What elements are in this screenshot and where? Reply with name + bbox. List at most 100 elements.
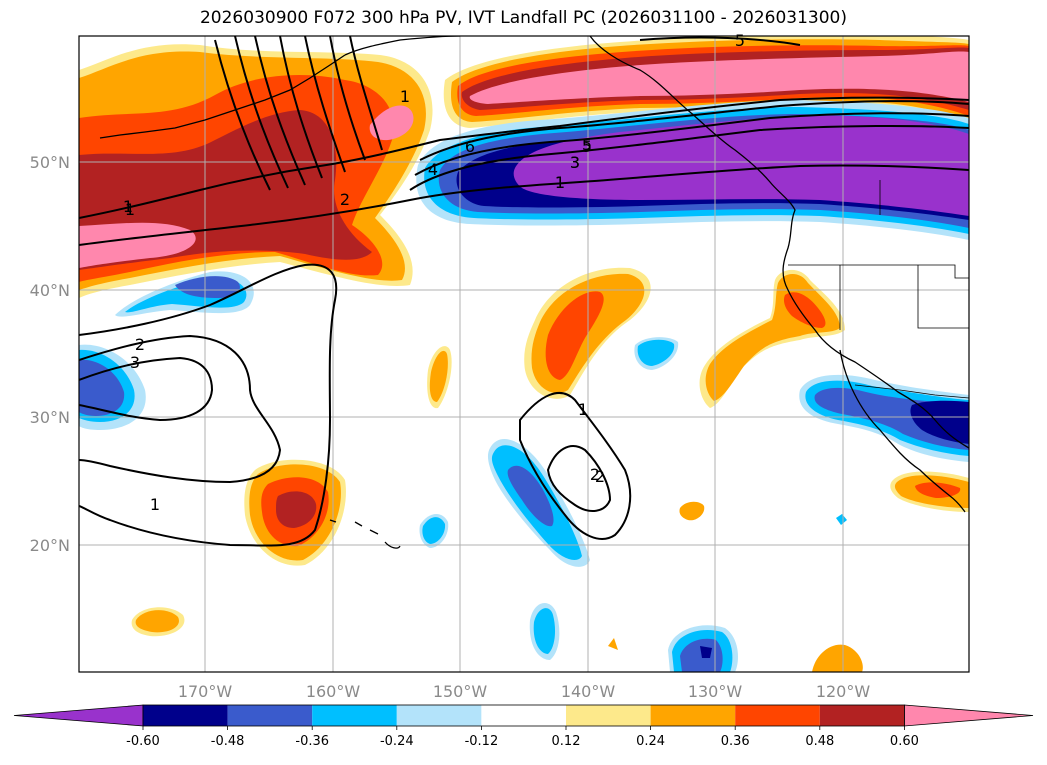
south-negative-navy [700,646,712,658]
small-positive-4-orange [608,638,618,650]
hawaii-islands [329,519,401,549]
north-band-pink [469,51,969,104]
contour-label: 1 [125,200,135,219]
colorbar-label: -0.12 [465,734,499,749]
small-negative-3-cyan [422,517,446,544]
contour-label: 1 [578,400,588,419]
us-canada-border [788,264,969,279]
lon-tick-label: 120°W [816,682,871,701]
lon-tick-label: 150°W [433,682,488,701]
contour-2-north [79,164,969,246]
contour-label: 2 [590,465,600,484]
state-borders [839,180,969,330]
tiny-negative [836,514,847,525]
contour-2-southwest [79,334,282,484]
contour-1-central [519,391,632,540]
contour-2-central [546,445,612,512]
colorbar: -0.60 -0.48 -0.36 -0.24 -0.12 0.12 0.24 0.36 0.4… [13,704,1034,749]
contour-label: 3 [570,153,580,172]
lat-tick-label: 20°N [30,536,70,555]
contour-label: 2 [135,335,145,354]
contour-label: 2 [340,190,350,209]
colorbar-extend-high [904,704,1034,727]
contour-3-southwest [79,356,214,422]
colorbar-label: -0.60 [126,734,160,749]
colorbar-segment [312,705,397,726]
contour-label: 1 [555,173,565,192]
colorbar-extend-low [13,704,144,727]
filled-anomalies [79,36,969,672]
lat-tick-label: 50°N [30,153,70,172]
contour-label: 3 [570,153,580,172]
contour-label: 5 [582,137,592,156]
longitude-labels: 170°W 160°W 150°W 140°W 130°W 120°W [178,682,871,701]
map-title: 2026030900 F072 300 hPa PV, IVT Landfall… [199,8,847,28]
contour-5-north [419,100,969,161]
colorbar-segment [819,705,905,726]
contour-label: 1 [123,197,133,216]
contour-label: 1 [400,87,410,106]
colorbar-label: -0.36 [295,734,329,749]
positive-core-pink [369,105,414,141]
contour-label: 6 [465,137,475,156]
colorbar-label: 0.48 [805,734,834,749]
pc-contours [79,36,969,547]
colorbar-label: 0.24 [636,734,665,749]
colorbar-label: 0.60 [890,734,919,749]
us-mexico-border [854,384,969,399]
colorbar-frame [142,704,905,727]
negative-small-1-blue [175,276,240,298]
colorbar-label: -0.48 [211,734,245,749]
lon-tick-label: 130°W [688,682,743,701]
west-coast-outline [589,36,969,449]
west-negative-blue [79,359,125,416]
colorbar-label: -0.24 [380,734,414,749]
latitude-labels: 50°N 40°N 30°N 20°N [30,153,70,555]
mx-positive-red [915,482,961,498]
political-borders [788,180,969,399]
contour-5-top [639,36,801,46]
contour-label: 2 [595,467,605,486]
lon-tick-label: 170°W [178,682,233,701]
contour-1-north [79,96,969,219]
contour-label: 4 [428,160,438,179]
contour-label: 1 [555,173,565,192]
contour-label: 1 [150,495,160,514]
colorbar-segment [143,705,228,726]
lon-tick-label: 160°W [306,682,361,701]
contour-label: 3 [130,353,140,372]
baja-outline [839,349,966,513]
lat-tick-label: 30°N [30,408,70,427]
south-negative-blue [680,638,723,672]
colorbar-segment [396,705,482,726]
contour-label: 5 [735,31,745,50]
contour-4-north [414,112,969,176]
colorbar-segment [566,705,651,726]
lon-tick-label: 140°W [561,682,616,701]
small-positive-2-orange [135,610,179,633]
contour-label: 5 [582,135,592,154]
hawaii-positive-darkred [276,491,317,528]
negative-band-purple [513,115,969,216]
small-positive-3-orange [679,501,705,521]
small-positive-1-orange [429,350,448,402]
colorbar-label: 0.36 [721,734,750,749]
colorbar-segment [481,705,566,726]
small-positive-5-orange [812,644,863,672]
lat-tick-label: 40°N [30,281,70,300]
colorbar-segment [227,705,313,726]
colorbar-segment [735,705,820,726]
socal-negative-navy [910,400,969,444]
colorbar-label: 0.12 [552,734,581,749]
plot-frame [78,35,970,673]
central-negative-blue [507,465,554,527]
central-positive-red [545,291,604,380]
small-negative-4-cyan [533,608,556,654]
contour-3-north [409,124,969,191]
colorbar-segment [650,705,736,726]
small-negative-2-cyan [637,339,675,366]
contour-alaska-stack [214,36,383,191]
contour-1-southwest [79,263,338,547]
